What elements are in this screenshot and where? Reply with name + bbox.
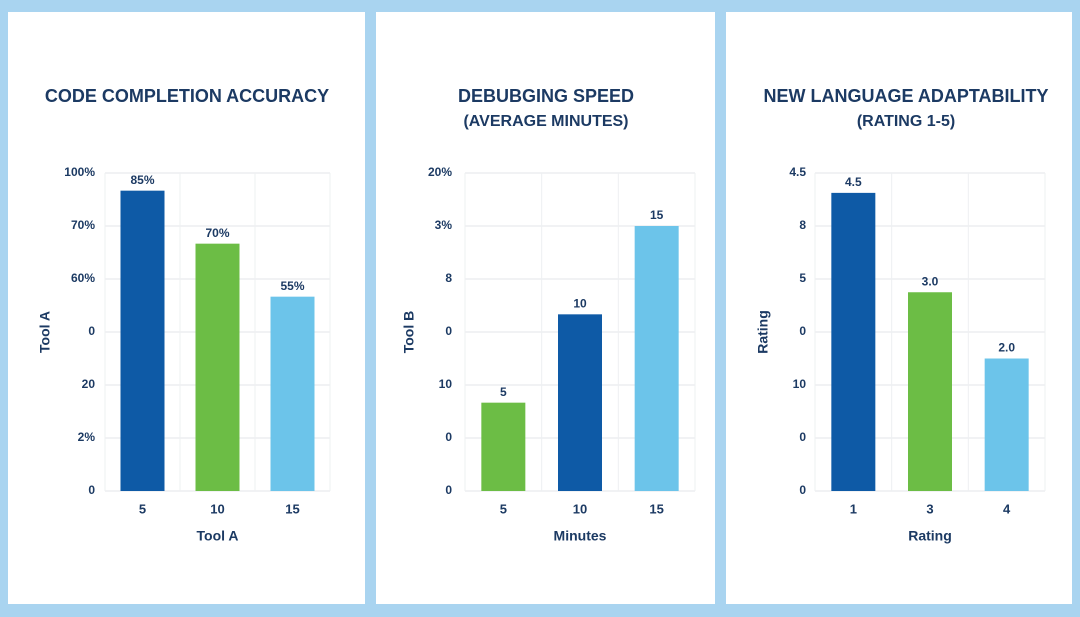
chart-subtitle: (AVERAGE MINUTES) xyxy=(463,113,628,130)
x-axis-title: Tool A xyxy=(197,528,239,544)
chart-title: CODE COMPLETION ACCURACY xyxy=(45,86,329,106)
y-tick-label: 8 xyxy=(445,271,452,285)
value-label: 10 xyxy=(573,297,587,311)
y-tick-label: 0 xyxy=(445,430,452,444)
y-axis-title: Rating xyxy=(755,310,771,354)
y-tick-label: 20 xyxy=(82,377,96,391)
x-axis-title: Rating xyxy=(908,528,952,544)
value-label: 70% xyxy=(205,226,229,240)
y-axis-title: Tool B xyxy=(401,311,417,354)
y-tick-label: 0 xyxy=(88,483,95,497)
y-tick-label: 0 xyxy=(445,483,452,497)
y-tick-label: 0 xyxy=(799,324,806,338)
x-tick-label: 15 xyxy=(649,501,663,516)
y-tick-label: 5 xyxy=(799,271,806,285)
chart-subtitle: (RATING 1-5) xyxy=(857,113,955,130)
value-label: 4.5 xyxy=(845,175,862,189)
x-tick-label: 5 xyxy=(500,501,507,516)
x-tick-label: 3 xyxy=(926,501,933,516)
y-tick-label: 0 xyxy=(88,324,95,338)
y-tick-label: 2% xyxy=(78,430,96,444)
x-tick-label: 10 xyxy=(210,501,224,516)
value-label: 2.0 xyxy=(998,341,1015,355)
bar xyxy=(908,292,952,491)
y-tick-label: 8 xyxy=(799,218,806,232)
bar xyxy=(984,358,1029,491)
bar xyxy=(481,402,526,491)
x-axis-title: Minutes xyxy=(554,528,607,544)
y-tick-label: 100% xyxy=(64,165,95,179)
y-tick-label: 0 xyxy=(799,430,806,444)
y-tick-label: 10 xyxy=(439,377,453,391)
panel xyxy=(726,12,1072,604)
chart-title: DEBUBGING SPEED xyxy=(458,86,634,106)
y-tick-label: 20% xyxy=(428,165,452,179)
value-label: 5 xyxy=(500,385,507,399)
x-tick-label: 5 xyxy=(139,501,146,516)
y-tick-label: 10 xyxy=(793,377,807,391)
value-label: 85% xyxy=(130,173,154,187)
y-tick-label: 4.5 xyxy=(789,165,806,179)
bar xyxy=(634,226,679,491)
y-tick-label: 70% xyxy=(71,218,95,232)
bar xyxy=(558,314,602,491)
x-tick-label: 1 xyxy=(850,501,857,516)
y-tick-label: 0 xyxy=(799,483,806,497)
y-axis-title: Tool A xyxy=(37,311,53,353)
bar xyxy=(120,190,165,491)
y-tick-label: 60% xyxy=(71,271,95,285)
x-tick-label: 4 xyxy=(1003,501,1011,516)
bar xyxy=(270,296,315,491)
chart-title: NEW LANGUAGE ADAPTABILITY xyxy=(764,86,1049,106)
x-tick-label: 15 xyxy=(285,501,299,516)
bar xyxy=(831,192,876,491)
y-tick-label: 3% xyxy=(435,218,453,232)
x-tick-label: 10 xyxy=(573,501,587,516)
value-label: 15 xyxy=(650,208,664,222)
value-label: 3.0 xyxy=(922,274,939,288)
y-tick-label: 0 xyxy=(445,324,452,338)
bar xyxy=(195,243,240,491)
value-label: 55% xyxy=(280,279,304,293)
